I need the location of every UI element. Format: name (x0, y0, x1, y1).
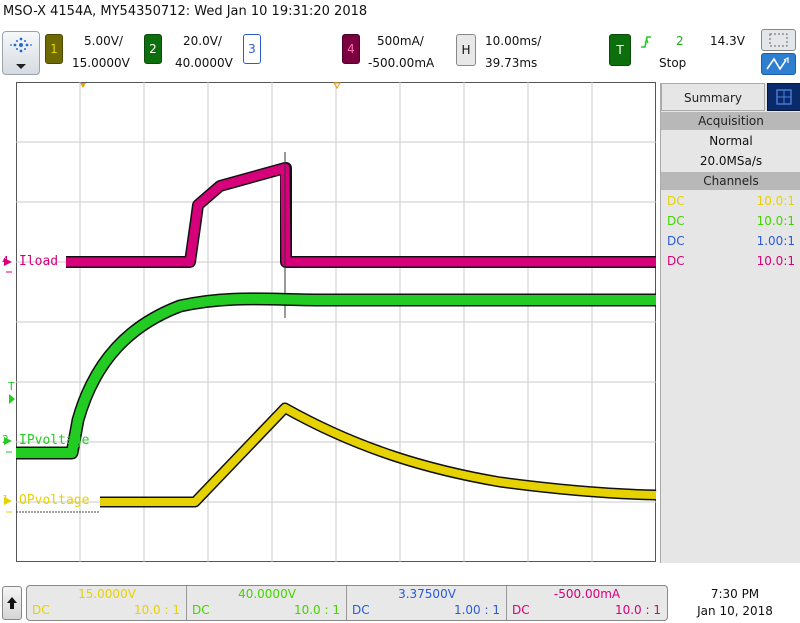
waveform-icon (766, 57, 789, 71)
ch1-marker: 1 (2, 493, 9, 506)
trigger-button[interactable]: T (609, 34, 631, 66)
clock: 7:30 PM Jan 10, 2018 (680, 586, 790, 620)
arrow-up-icon (7, 597, 17, 609)
sample-rate: 20.0MSa/s (699, 154, 763, 168)
channel-probe: 1.00 : 1 (453, 603, 500, 617)
bottom-status-bar: 15.0000V DC 10.0 : 1 40.0000V DC 10.0 : … (0, 583, 800, 623)
channel-1-button[interactable]: 1 (45, 34, 63, 64)
clock-date: Jan 10, 2018 (697, 604, 773, 618)
time-reference-marker (80, 83, 86, 88)
clock-time: 7:30 PM (710, 587, 760, 601)
channel-coupling: DC (667, 234, 685, 248)
channel-probe: 10.0:1 (756, 194, 795, 208)
ipvoltage-trace (16, 292, 656, 460)
channel-summary-strip: 15.0000V DC 10.0 : 1 40.0000V DC 10.0 : … (26, 585, 668, 621)
channel-row: DC 1.00:1 (667, 231, 795, 251)
channel-2-scale: 20.0V/ (183, 34, 222, 48)
softkey-toggle-button[interactable] (2, 586, 22, 620)
channel-coupling: DC (192, 603, 210, 617)
trigger-time-marker (333, 82, 341, 89)
channel-coupling: DC (32, 603, 50, 617)
opvoltage-trace (16, 402, 657, 513)
channel-probe: 10.0 : 1 (614, 603, 661, 617)
sparkle-icon (10, 37, 32, 69)
channel-probe: 10.0 : 1 (293, 603, 340, 617)
ground-markers (4, 258, 15, 513)
marquee-icon (769, 33, 788, 47)
channel-2-button[interactable]: 2 (144, 34, 162, 64)
opvoltage-label: OPvoltage (19, 493, 90, 508)
channel-2-offset: 40.0000V (175, 56, 233, 70)
channel-2-summary[interactable]: 40.0000V DC 10.0 : 1 (187, 586, 347, 620)
horizontal-button[interactable]: H (456, 34, 476, 66)
ipvoltage-label: IPvoltage (19, 433, 90, 448)
zoom-select-button[interactable] (761, 29, 796, 51)
channel-probe: 10.0:1 (756, 214, 795, 228)
channel-coupling: DC (512, 603, 530, 617)
channel-offset-value: 15.0000V (78, 587, 136, 601)
grid-icon (776, 89, 792, 105)
channel-4-button[interactable]: 4 (342, 34, 360, 64)
channel-coupling: DC (667, 194, 685, 208)
acquisition-mode: Normal (709, 134, 753, 148)
waveform-tool-button[interactable] (761, 53, 796, 75)
channel-4-offset: -500.00mA (368, 56, 435, 70)
channel-control-row: 1 5.00V/ 15.0000V 2 20.0V/ 40.0000V 3 4 … (0, 26, 800, 80)
channel-probe: 10.0:1 (756, 254, 795, 268)
channel-3-button[interactable]: 3 (243, 34, 261, 64)
iload-trace (66, 152, 656, 318)
acquire-menu-button[interactable] (2, 31, 40, 75)
horizontal-scale: 10.00ms/ (485, 34, 542, 48)
channel-1-summary[interactable]: 15.0000V DC 10.0 : 1 (27, 586, 187, 620)
window-title: MSO-X 4154A, MY54350712: Wed Jan 10 19:3… (3, 4, 368, 19)
trigger-level: 14.3V (710, 34, 745, 48)
summary-panel: Summary Acquisition Normal 20.0MSa/s Cha… (660, 83, 800, 563)
channel-offset-value: -500.00mA (553, 587, 621, 601)
channels-heading: Channels (661, 172, 800, 190)
channel-coupling: DC (352, 603, 370, 617)
iload-label: Iload (19, 254, 59, 269)
ch2-marker: 2 (2, 433, 9, 446)
channel-row: DC 10.0:1 (667, 251, 795, 271)
channel-probe: 1.00:1 (756, 234, 795, 248)
channel-offset-value: 40.0000V (238, 587, 296, 601)
channel-coupling: DC (667, 254, 685, 268)
channel-row: DC 10.0:1 (667, 211, 795, 231)
run-status: Stop (659, 56, 687, 70)
channel-offset-value: 3.37500V (398, 587, 456, 601)
channel-4-scale: 500mA/ (377, 34, 424, 48)
acquisition-heading: Acquisition (661, 112, 800, 130)
rising-edge-icon (641, 36, 651, 48)
panel-layout-button[interactable] (767, 83, 800, 111)
channel-coupling: DC (667, 214, 685, 228)
channel-4-summary[interactable]: -500.00mA DC 10.0 : 1 (507, 586, 667, 620)
trigger-source: 2 (676, 34, 684, 48)
channel-row: DC 10.0:1 (667, 191, 795, 211)
tab-summary[interactable]: Summary (661, 83, 765, 111)
channel-1-offset: 15.0000V (72, 56, 130, 70)
channel-3-summary[interactable]: 3.37500V DC 1.00 : 1 (347, 586, 507, 620)
ch4-marker: 4 (2, 254, 9, 267)
horizontal-position: 39.73ms (485, 56, 538, 70)
trigger-level-marker: T (8, 380, 15, 393)
chevron-down-icon (16, 64, 26, 69)
channel-1-scale: 5.00V/ (84, 34, 123, 48)
channel-probe: 10.0 : 1 (133, 603, 180, 617)
